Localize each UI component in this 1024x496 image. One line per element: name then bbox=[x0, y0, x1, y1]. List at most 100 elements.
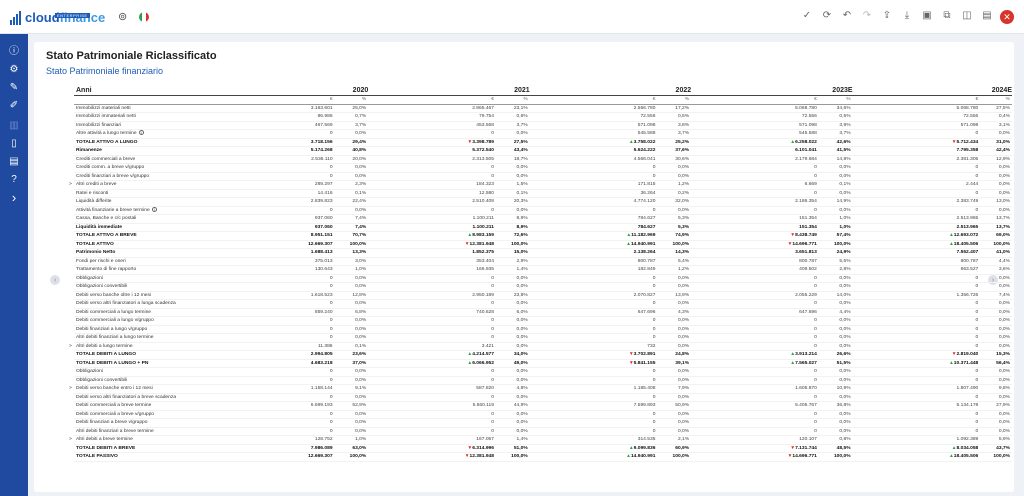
percent-cell: 14,9% bbox=[819, 197, 853, 207]
value-cell: 647.696 bbox=[691, 308, 820, 317]
percent-cell: 0,0% bbox=[658, 367, 692, 377]
row-label: > Altri debiti a breve termine bbox=[69, 435, 207, 445]
upload-icon[interactable]: ⇪ bbox=[882, 10, 892, 21]
value-cell: 0 bbox=[206, 367, 336, 377]
info-icon[interactable]: ⓘ bbox=[9, 45, 19, 57]
percent-cell: 9,1% bbox=[335, 384, 369, 394]
info-icon[interactable]: i bbox=[138, 130, 144, 136]
row-label: TOTALE DEBITI A BREVE bbox=[74, 444, 207, 453]
document-icon[interactable]: ▤ bbox=[9, 155, 19, 167]
percent-cell: 100,0% bbox=[496, 239, 530, 249]
value-cell: 0 bbox=[691, 206, 820, 215]
save-icon[interactable]: ▣ bbox=[922, 10, 932, 21]
row-label: Obbligazioni bbox=[74, 274, 207, 283]
table-row: Obbligazioni convertibili 0 0,0% 0 0,0% 0 0,0%… bbox=[74, 282, 1012, 292]
value-cell: 1.618.523 bbox=[206, 291, 336, 300]
percent-cell: 0,4% bbox=[981, 112, 1012, 122]
value-cell: 130.643 bbox=[206, 265, 336, 275]
value-cell: 0 bbox=[368, 418, 497, 428]
percent-cell: 0,0% bbox=[658, 163, 692, 173]
value-cell: 4.774.120 bbox=[529, 197, 659, 207]
check-icon[interactable]: ✓ bbox=[802, 10, 812, 21]
percent-cell: 23,1% bbox=[496, 104, 530, 113]
value-cell: 0 bbox=[206, 163, 336, 173]
unit-value-label: € bbox=[206, 95, 336, 105]
percent-cell: 34,6% bbox=[819, 104, 853, 113]
table-row: Debiti commerciali a breve termine 6.699.… bbox=[74, 401, 1012, 411]
percent-cell: 0,0% bbox=[981, 333, 1012, 343]
row-label: Crediti commerciali a breve bbox=[74, 155, 207, 164]
value-cell: ▼14.696.771 bbox=[691, 452, 820, 462]
help-icon[interactable]: ? bbox=[11, 173, 17, 185]
edit-icon[interactable]: ✎ bbox=[9, 81, 19, 93]
settings-circle-icon[interactable]: ⊚ bbox=[118, 11, 128, 23]
table-row: Obbligazioni convertibili 0 0,0% 0 0,0% 0 0,0%… bbox=[74, 376, 1012, 385]
value-cell: 784.627 bbox=[529, 223, 659, 232]
row-label: Debiti finanziari a breve v/gruppo bbox=[74, 418, 207, 428]
percent-cell: 0,5% bbox=[658, 112, 692, 122]
percent-cell: 27,9% bbox=[981, 401, 1012, 411]
row-label: Obbligazioni convertibili bbox=[74, 376, 207, 385]
gear-icon[interactable]: ⚙ bbox=[9, 63, 19, 75]
value-cell: 184.323 bbox=[368, 180, 497, 190]
row-label: Rimanenze bbox=[74, 146, 207, 156]
value-cell: 167.057 bbox=[368, 435, 497, 445]
value-cell: 647.696 bbox=[529, 308, 659, 317]
table-row: Debiti commerciali a lungo v/gruppo 0 0,0%… bbox=[74, 316, 1012, 326]
book-icon[interactable]: ▯ bbox=[11, 137, 17, 149]
percent-cell: 0,0% bbox=[819, 299, 853, 309]
value-cell: ▼14.696.771 bbox=[691, 239, 820, 249]
unit-pct-label: % bbox=[335, 95, 369, 105]
table-row[interactable]: > Altri debiti a lungo termine 11.386 0,1% 3… bbox=[69, 342, 1012, 351]
copy-icon[interactable]: ⧉ bbox=[943, 10, 951, 21]
grid-icon[interactable]: ▤ bbox=[982, 10, 992, 21]
value-cell: 0 bbox=[691, 333, 820, 343]
undo-icon[interactable]: ↶ bbox=[842, 10, 852, 21]
arrow-down-icon: ▼ bbox=[951, 352, 957, 357]
percent-cell: 0,0% bbox=[335, 410, 369, 419]
percent-cell: 0,0% bbox=[658, 427, 692, 436]
table-row: Fondi per rischi e oneri 375.013 3,0% 353.4… bbox=[74, 257, 1012, 266]
row-label: TOTALE ATTIVO A LUNGO bbox=[74, 138, 207, 147]
value-cell: 7.986.089 bbox=[206, 444, 336, 453]
value-cell: 0 bbox=[368, 129, 497, 139]
columns-icon[interactable]: ◫ bbox=[962, 10, 972, 21]
table-row[interactable]: > Altri debiti a breve termine 128.752 1,0%… bbox=[69, 435, 1012, 445]
value-cell: 663.527 bbox=[852, 265, 982, 275]
arrow-down-icon: ▼ bbox=[467, 445, 473, 451]
percent-cell: 0,0% bbox=[981, 189, 1012, 198]
table-row[interactable]: > Altri crediti a breve 289.297 2,3% 184.323… bbox=[69, 180, 1012, 190]
value-cell: 0 bbox=[368, 282, 497, 292]
edit-list-icon[interactable]: ✐ bbox=[9, 99, 19, 111]
percent-cell: 0,0% bbox=[819, 376, 853, 385]
percent-cell: 0,0% bbox=[496, 418, 530, 428]
percent-cell: 0,0% bbox=[335, 129, 369, 139]
percent-cell: 0,0% bbox=[819, 367, 853, 377]
percent-cell: 1,0% bbox=[819, 223, 853, 232]
info-icon[interactable]: i bbox=[151, 206, 157, 212]
value-cell: 12.669.307 bbox=[206, 452, 336, 462]
refresh-icon[interactable]: ⟳ bbox=[822, 10, 832, 21]
percent-cell: 0,0% bbox=[981, 180, 1012, 190]
table-row: Trattamento di fine rapporto 130.643 1,0% 1… bbox=[74, 265, 1012, 275]
percent-cell: 0,0% bbox=[496, 206, 530, 215]
value-cell: 784.627 bbox=[529, 214, 659, 224]
chart-icon[interactable]: ▥ bbox=[9, 119, 19, 131]
expand-sidebar-icon[interactable]: › bbox=[11, 189, 17, 205]
close-button[interactable]: ✕ bbox=[1000, 10, 1014, 24]
arrow-down-icon: ▼ bbox=[464, 241, 470, 247]
italy-flag-icon[interactable] bbox=[139, 12, 149, 22]
row-label: Debiti finanziari a lungo v/gruppo bbox=[74, 325, 207, 334]
prev-arrow-icon[interactable]: ‹ bbox=[50, 275, 60, 285]
percent-cell: 0,0% bbox=[819, 163, 853, 173]
table-row[interactable]: > Debiti verso banche entro i 12 mesi 1.15… bbox=[69, 384, 1012, 394]
percent-cell: 0,0% bbox=[981, 418, 1012, 428]
percent-cell: 30,6% bbox=[658, 155, 692, 164]
download-icon[interactable]: ⤓ bbox=[904, 10, 910, 21]
arrow-down-icon: ▼ bbox=[790, 445, 796, 451]
percent-cell: 0,0% bbox=[658, 393, 692, 402]
redo-icon[interactable]: ↷ bbox=[862, 10, 872, 21]
percent-cell: 3,1% bbox=[981, 121, 1012, 130]
value-cell: ▲18.405.506 bbox=[852, 452, 982, 462]
value-cell: 0 bbox=[529, 333, 659, 343]
